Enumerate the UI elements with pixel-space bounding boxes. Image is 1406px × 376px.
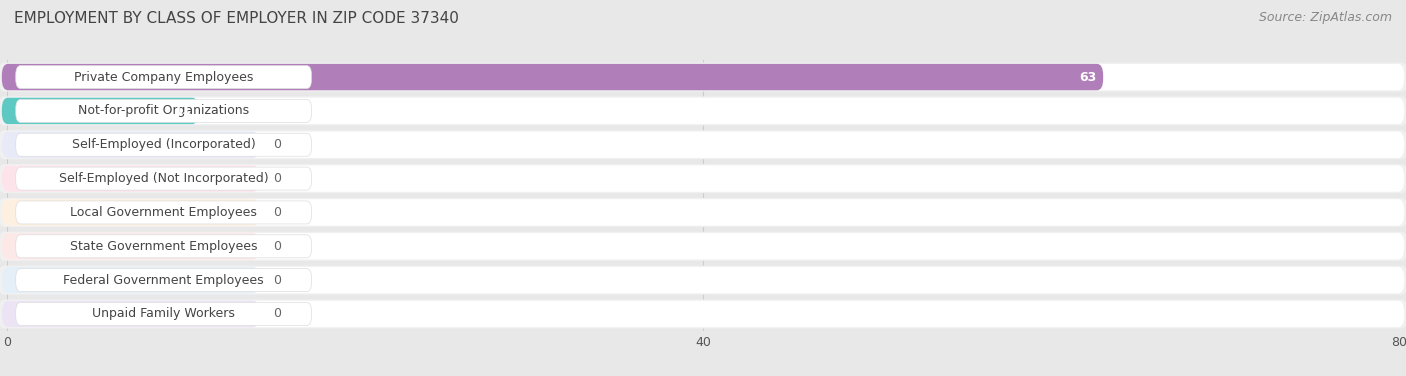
FancyBboxPatch shape [1, 199, 259, 226]
Text: State Government Employees: State Government Employees [70, 240, 257, 253]
FancyBboxPatch shape [0, 62, 1406, 92]
Text: Private Company Employees: Private Company Employees [75, 71, 253, 83]
Text: Self-Employed (Incorporated): Self-Employed (Incorporated) [72, 138, 256, 151]
FancyBboxPatch shape [1, 98, 1405, 124]
FancyBboxPatch shape [15, 133, 312, 156]
Text: 0: 0 [273, 240, 281, 253]
FancyBboxPatch shape [1, 64, 1104, 90]
FancyBboxPatch shape [1, 64, 1405, 90]
FancyBboxPatch shape [15, 235, 312, 258]
Text: Local Government Employees: Local Government Employees [70, 206, 257, 219]
FancyBboxPatch shape [0, 232, 1406, 261]
FancyBboxPatch shape [1, 267, 259, 293]
Text: EMPLOYMENT BY CLASS OF EMPLOYER IN ZIP CODE 37340: EMPLOYMENT BY CLASS OF EMPLOYER IN ZIP C… [14, 11, 458, 26]
FancyBboxPatch shape [1, 165, 259, 192]
FancyBboxPatch shape [15, 99, 312, 123]
Text: Source: ZipAtlas.com: Source: ZipAtlas.com [1258, 11, 1392, 24]
FancyBboxPatch shape [1, 165, 1405, 192]
FancyBboxPatch shape [0, 299, 1406, 329]
Text: 63: 63 [1078, 71, 1097, 83]
Text: 0: 0 [273, 138, 281, 151]
Text: Self-Employed (Not Incorporated): Self-Employed (Not Incorporated) [59, 172, 269, 185]
Text: 0: 0 [273, 206, 281, 219]
FancyBboxPatch shape [1, 267, 1405, 293]
FancyBboxPatch shape [15, 65, 312, 89]
FancyBboxPatch shape [1, 132, 1405, 158]
Text: 0: 0 [273, 172, 281, 185]
FancyBboxPatch shape [1, 301, 1405, 327]
FancyBboxPatch shape [1, 233, 1405, 259]
FancyBboxPatch shape [15, 167, 312, 190]
FancyBboxPatch shape [15, 302, 312, 326]
FancyBboxPatch shape [15, 201, 312, 224]
Text: 0: 0 [273, 274, 281, 287]
FancyBboxPatch shape [1, 132, 259, 158]
Text: Not-for-profit Organizations: Not-for-profit Organizations [79, 105, 249, 117]
FancyBboxPatch shape [1, 301, 259, 327]
Text: Federal Government Employees: Federal Government Employees [63, 274, 264, 287]
Text: 11: 11 [174, 105, 191, 117]
FancyBboxPatch shape [0, 96, 1406, 126]
FancyBboxPatch shape [15, 268, 312, 292]
FancyBboxPatch shape [0, 265, 1406, 295]
FancyBboxPatch shape [1, 233, 259, 259]
FancyBboxPatch shape [0, 198, 1406, 227]
FancyBboxPatch shape [0, 130, 1406, 159]
FancyBboxPatch shape [1, 98, 198, 124]
Text: Unpaid Family Workers: Unpaid Family Workers [93, 308, 235, 320]
FancyBboxPatch shape [1, 199, 1405, 226]
Text: 0: 0 [273, 308, 281, 320]
FancyBboxPatch shape [0, 164, 1406, 193]
